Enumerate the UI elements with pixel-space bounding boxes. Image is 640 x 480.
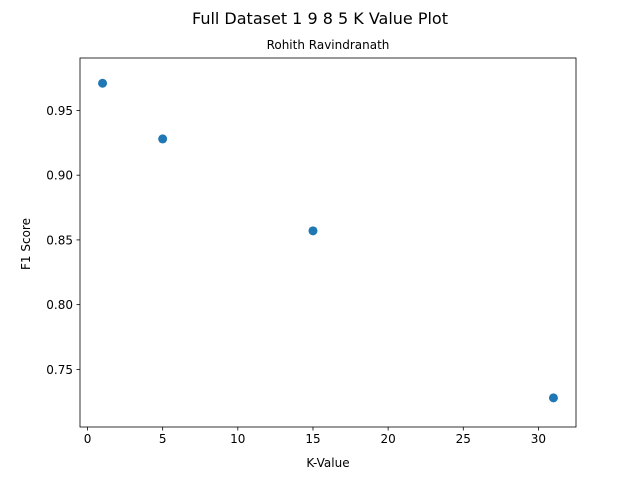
data-point: [308, 226, 318, 236]
data-point: [548, 393, 558, 403]
x-tick-label: 0: [84, 432, 92, 446]
x-tick-label: 5: [159, 432, 167, 446]
x-tick-label: 10: [230, 432, 245, 446]
x-tick-label: 25: [456, 432, 471, 446]
chart-subtitle: Rohith Ravindranath: [267, 38, 390, 52]
y-tick-label: 0.90: [46, 169, 73, 183]
x-tick-label: 15: [305, 432, 320, 446]
y-tick-label: 0.85: [46, 233, 73, 247]
x-tick-label: 30: [531, 432, 546, 446]
y-tick-label: 0.75: [46, 363, 73, 377]
y-axis-label: F1 Score: [19, 218, 33, 270]
x-axis-label: K-Value: [306, 456, 349, 470]
y-tick-label: 0.80: [46, 298, 73, 312]
x-tick-label: 20: [380, 432, 395, 446]
data-point: [98, 78, 108, 88]
plot-area: 0 5 10 15 20 25 30 0.75 0.80 0.85 0.90 0.95: [46, 57, 577, 446]
plot-frame: [79, 57, 577, 428]
y-tick-label: 0.95: [46, 104, 73, 118]
data-point: [158, 134, 168, 144]
chart-title: Full Dataset 1 9 8 5 K Value Plot: [192, 9, 448, 28]
